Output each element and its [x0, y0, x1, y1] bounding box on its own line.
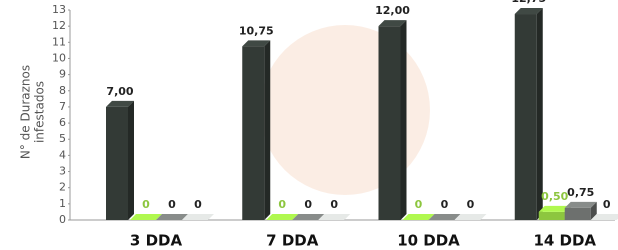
bar-side — [128, 101, 134, 220]
y-tick-label: 9 — [59, 68, 66, 81]
bar — [379, 26, 401, 220]
value-label: 0 — [467, 198, 475, 211]
bar-side — [537, 8, 543, 220]
bar — [515, 14, 537, 220]
y-tick-label: 0 — [59, 213, 66, 226]
y-axis-label: infestados — [33, 81, 47, 143]
value-label: 12,75 — [511, 0, 546, 5]
y-tick-label: 12 — [52, 19, 66, 32]
value-label: 7,00 — [106, 85, 133, 98]
bar-side — [401, 20, 407, 220]
value-label: 0 — [441, 198, 449, 211]
y-axis-label: N° de Duraznos — [19, 65, 33, 159]
x-tick-label: 7 DDA — [266, 232, 319, 250]
y-tick-label: 6 — [59, 116, 66, 129]
bar — [565, 208, 591, 220]
value-label: 0 — [304, 198, 312, 211]
bar — [539, 212, 565, 220]
value-label: 0 — [278, 198, 286, 211]
bar — [106, 107, 128, 220]
y-tick-label: 1 — [59, 197, 66, 210]
chart: N° de Duraznos infestados 01234567891011… — [0, 0, 618, 250]
bar-side — [264, 40, 270, 220]
value-label: 0 — [603, 198, 611, 211]
y-tick-label: 5 — [59, 132, 66, 145]
value-label: 0,50 — [541, 190, 568, 203]
y-tick-label: 13 — [52, 3, 66, 16]
y-tick-label: 2 — [59, 181, 66, 194]
y-tick-label: 11 — [52, 35, 66, 48]
x-tick-label: 3 DDA — [130, 232, 183, 250]
value-label: 0 — [415, 198, 423, 211]
value-label: 0 — [142, 198, 150, 211]
value-label: 10,75 — [239, 24, 274, 37]
value-label: 12,00 — [375, 4, 410, 17]
y-tick-label: 7 — [59, 100, 66, 113]
value-label: 0 — [194, 198, 202, 211]
value-label: 0 — [330, 198, 338, 211]
y-tick-label: 10 — [52, 51, 66, 64]
value-label: 0,75 — [567, 186, 594, 199]
value-label: 0 — [168, 198, 176, 211]
bar — [242, 46, 264, 220]
y-tick-label: 4 — [59, 148, 66, 161]
x-tick-label: 10 DDA — [397, 232, 460, 250]
x-tick-label: 14 DDA — [533, 232, 596, 250]
y-tick-label: 8 — [59, 84, 66, 97]
y-tick-label: 3 — [59, 165, 66, 178]
